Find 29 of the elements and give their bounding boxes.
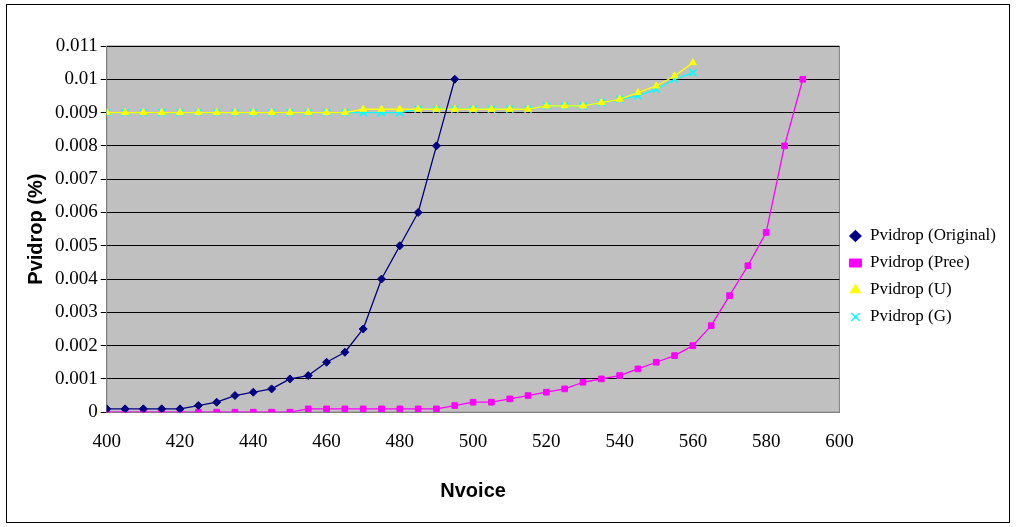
x-tick-label: 540 (605, 429, 634, 451)
y-tick-label: 0.01 (64, 67, 98, 89)
x-tick-label: 400 (92, 429, 121, 451)
x-tick-label: 560 (678, 429, 708, 451)
y-tick-label: 0.008 (55, 133, 98, 155)
y-axis-title: Pvidrop (%) (23, 173, 46, 285)
y-tick-label: 0.001 (55, 366, 98, 388)
y-tick-label: 0.004 (55, 267, 99, 289)
x-tick-label: 460 (312, 429, 341, 451)
x-tick-label: 580 (751, 429, 781, 451)
y-tick-label: 0.003 (55, 300, 98, 322)
x-axis-title: Nvoice (440, 478, 506, 501)
y-tick-label: 0.006 (55, 200, 98, 222)
y-tick-label: 0 (88, 400, 98, 422)
y-tick-label: 0.009 (55, 100, 98, 122)
y-tick-label: 0.005 (55, 233, 98, 255)
legend-label: Pvidrop (Original) (869, 225, 997, 245)
y-tick-label: 0.011 (55, 33, 98, 55)
legend-label: Pvidrop (U) (869, 279, 952, 299)
legend-label: Pvidrop (Pree) (869, 252, 970, 272)
x-tick-label: 520 (532, 429, 561, 451)
y-tick-label: 0.007 (55, 167, 98, 189)
y-tick-label: 0.002 (55, 333, 98, 355)
x-tick-label: 420 (165, 429, 195, 451)
x-tick-label: 440 (239, 429, 268, 451)
x-tick-label: 480 (385, 429, 415, 451)
legend-label: Pvidrop (G) (869, 306, 952, 326)
x-tick-label: 500 (458, 429, 488, 451)
x-tick-label: 600 (825, 429, 854, 451)
